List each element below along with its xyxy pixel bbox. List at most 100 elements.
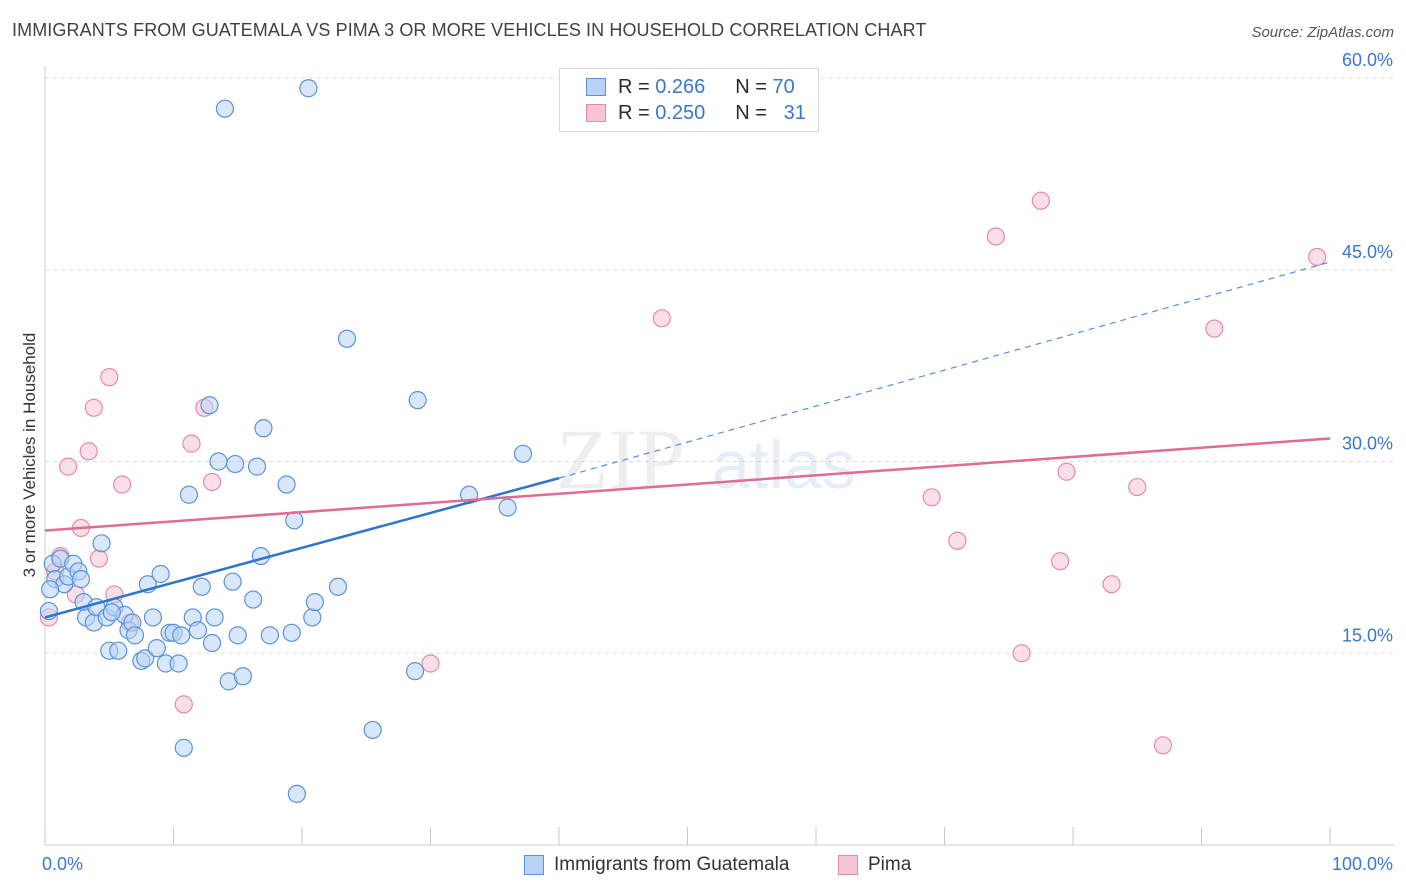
chart-title: IMMIGRANTS FROM GUATEMALA VS PIMA 3 OR M… — [12, 20, 927, 40]
guatemala-point — [188, 621, 208, 640]
guatemala-point — [136, 649, 155, 668]
pima-point — [84, 398, 103, 417]
guatemala-point — [228, 626, 247, 645]
pima-point — [1031, 191, 1050, 210]
guatemala-point — [287, 784, 306, 803]
guatemala-trend-extension — [558, 261, 1331, 479]
watermark-atlas: atlas — [712, 427, 856, 503]
legend-r-label: R = — [618, 75, 650, 98]
bottom-legend-swatch-pima — [838, 855, 858, 875]
legend-swatch-pima — [586, 104, 606, 122]
guatemala-point — [179, 485, 199, 504]
pima-point — [79, 442, 98, 461]
pima-point — [652, 309, 671, 328]
pima-point — [1012, 644, 1031, 663]
source-label: Source: ZipAtlas.com — [1251, 24, 1394, 41]
guatemala-point — [71, 570, 91, 589]
guatemala-point — [498, 498, 517, 517]
pima-point — [112, 475, 132, 494]
guatemala-point — [405, 662, 425, 681]
legend-n-label: N = — [735, 75, 767, 98]
legend-row-guatemala: R = 0.266 N = 70 — [586, 75, 795, 99]
legend-r-label: R = — [618, 101, 650, 124]
guatemala-point — [92, 534, 111, 553]
bottom-legend-pima: Pima — [838, 852, 911, 878]
guatemala-point — [303, 608, 322, 627]
pima-trend-line — [44, 437, 1331, 532]
guatemala-trend-line — [44, 476, 560, 619]
pima-point — [1057, 462, 1076, 481]
guatemala-point — [102, 603, 121, 622]
legend-r-value: 0.266 — [655, 75, 706, 98]
axes — [44, 66, 1394, 846]
watermark: ZIP atlas — [556, 411, 856, 507]
pima-point — [948, 531, 967, 550]
watermark-zip: ZIP — [556, 411, 685, 507]
guatemala-point — [337, 329, 357, 348]
pima-point — [182, 434, 201, 453]
bottom-legend-guatemala: Immigrants from Guatemala — [524, 852, 789, 878]
guatemala-point — [233, 667, 252, 686]
pima-point — [1102, 575, 1121, 594]
y-tick-label: 45.0% — [1342, 242, 1393, 262]
guatemala-point — [125, 626, 145, 645]
guatemala-point — [260, 626, 279, 645]
pima-point — [1308, 247, 1327, 267]
guatemala-point — [254, 419, 273, 438]
grid-lines — [45, 77, 1394, 654]
guatemala-point — [202, 633, 222, 653]
x-tick-label: 0.0% — [42, 854, 83, 874]
guatemala-point — [192, 577, 211, 596]
pima-point — [1128, 477, 1147, 497]
pima-point — [202, 472, 222, 492]
guatemala-point — [328, 577, 348, 596]
legend-row-pima: R = 0.250 N = 31 — [586, 101, 806, 125]
guatemala-point — [147, 639, 166, 658]
guatemala-point — [41, 580, 60, 599]
guatemala-point — [305, 593, 324, 612]
guatemala-point — [247, 457, 267, 476]
stats-legend: R = 0.266 N = 70 R = 0.250 N = 31 — [559, 68, 819, 132]
guatemala-point — [200, 396, 219, 415]
guatemala-point — [143, 608, 163, 627]
pima-point — [59, 457, 78, 476]
guatemala-point — [215, 99, 234, 118]
guatemala-point — [282, 623, 301, 642]
guatemala-point — [223, 572, 242, 591]
guatemala-points — [39, 79, 533, 803]
pima-point — [1153, 736, 1173, 755]
guatemala-point — [172, 626, 191, 645]
pima-point — [1205, 319, 1224, 338]
pima-point — [986, 227, 1006, 246]
guatemala-point — [174, 738, 193, 757]
pima-point — [100, 368, 119, 387]
guatemala-point — [109, 641, 128, 660]
guatemala-point — [151, 564, 170, 584]
guatemala-point — [169, 654, 188, 673]
legend-n-value: 70 — [772, 75, 795, 98]
pima-point — [421, 654, 440, 673]
bottom-legend-label-guatemala: Immigrants from Guatemala — [554, 854, 790, 875]
guatemala-point — [205, 608, 224, 627]
x-tick-label: 100.0% — [1332, 854, 1393, 874]
guatemala-point — [363, 720, 382, 740]
y-tick-label: 60.0% — [1342, 50, 1393, 70]
legend-n-label: N = — [735, 101, 767, 124]
legend-r-value: 0.250 — [655, 101, 706, 124]
guatemala-point — [244, 590, 263, 609]
pima-point — [89, 549, 109, 568]
x-tick-labels: 0.0% 100.0% — [42, 854, 1393, 874]
y-tick-label: 30.0% — [1342, 434, 1393, 454]
bottom-legend-label-pima: Pima — [868, 854, 912, 875]
pima-point — [922, 488, 941, 507]
trend-lines — [44, 261, 1331, 619]
y-axis-label: 3 or more Vehicles in Household — [20, 333, 39, 578]
guatemala-point — [226, 454, 245, 474]
bottom-legend-swatch-guatemala — [524, 855, 544, 875]
y-tick-labels: 15.0% 30.0% 45.0% 60.0% — [1342, 50, 1393, 645]
pima-point — [1051, 552, 1070, 571]
guatemala-point — [209, 452, 228, 471]
guatemala-point — [513, 444, 533, 463]
guatemala-point — [408, 391, 427, 410]
